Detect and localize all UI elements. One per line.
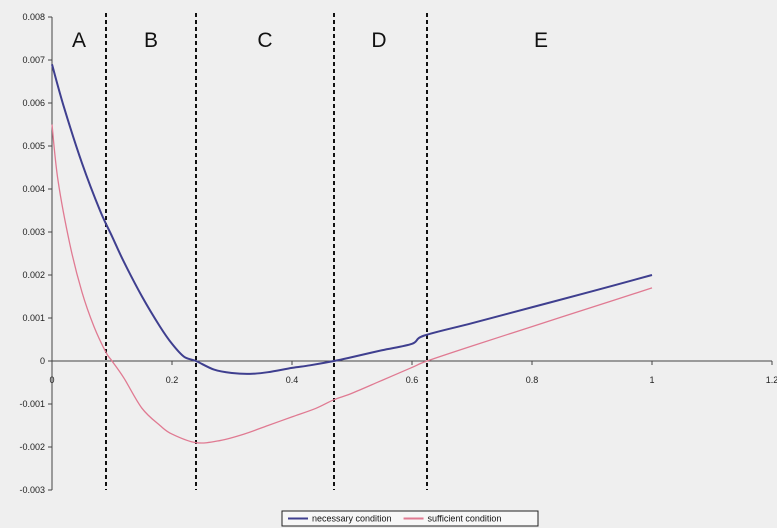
x-tick-label: 0.2: [166, 375, 179, 385]
legend-label-sufficient-condition: sufficient condition: [428, 514, 502, 524]
y-tick-label: 0.002: [22, 270, 45, 280]
y-tick-label: 0.008: [22, 12, 45, 22]
y-tick-label: 0.007: [22, 55, 45, 65]
region-labels: A B C D E: [72, 29, 548, 52]
region-label-d: D: [371, 29, 386, 52]
x-tick-label: 0.4: [286, 375, 299, 385]
axes: [48, 16, 773, 491]
y-tick-label: 0.004: [22, 184, 45, 194]
y-tick-label: -0.001: [19, 399, 45, 409]
x-tick-label: 1: [649, 375, 654, 385]
y-tick-label: -0.003: [19, 485, 45, 495]
tick-labels: 0.008 0.007 0.006 0.005 0.004 0.003 0.002 0.001…: [19, 12, 777, 495]
y-tick-label: 0.006: [22, 98, 45, 108]
region-label-c: C: [257, 29, 272, 52]
y-tick-label: -0.002: [19, 442, 45, 452]
y-tick-label: 0: [40, 356, 45, 366]
y-tick-label: 0.005: [22, 141, 45, 151]
x-tick-label: 0.8: [526, 375, 539, 385]
region-label-e: E: [534, 29, 548, 52]
x-tick-label: 1.2: [766, 375, 777, 385]
y-tick-label: 0.003: [22, 227, 45, 237]
region-dividers: [105, 13, 428, 490]
x-tick-label: 0.6: [406, 375, 419, 385]
legend-label-necessary-condition: necessary condition: [312, 514, 392, 524]
series-lines: [51, 64, 653, 444]
region-label-a: A: [72, 29, 86, 52]
region-label-b: B: [144, 29, 158, 52]
y-tick-label: 0.001: [22, 313, 45, 323]
series-line-necessary-condition: [51, 64, 653, 375]
legend: necessary condition sufficient condition: [281, 510, 539, 527]
series-line-sufficient-condition: [51, 124, 653, 444]
x-tick-label: 0: [49, 375, 54, 385]
